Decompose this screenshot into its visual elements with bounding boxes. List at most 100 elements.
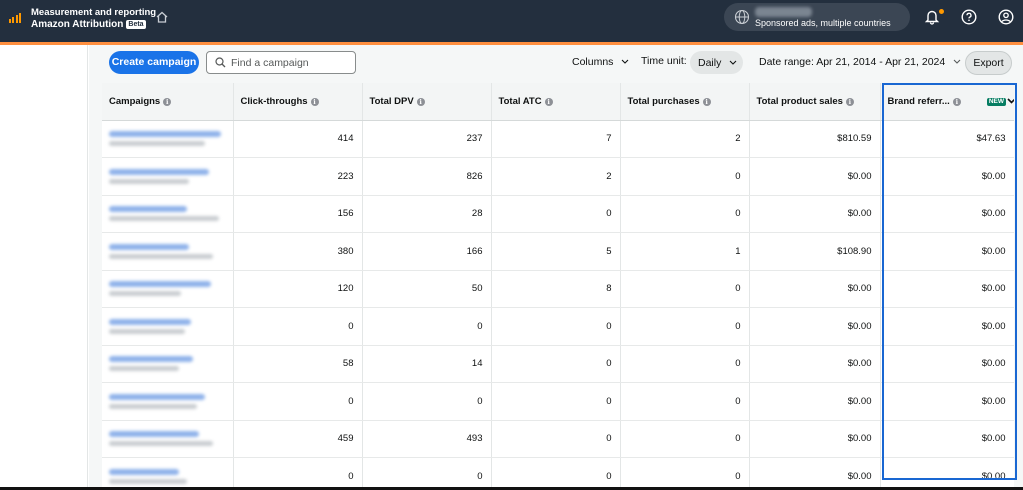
campaign-name-cell[interactable]	[102, 382, 234, 421]
total-atc-cell: 8	[491, 270, 621, 308]
campaign-name-redacted[interactable]	[109, 168, 209, 175]
column-header-total-atc[interactable]: Total ATC i	[491, 83, 621, 121]
info-icon[interactable]: i	[544, 97, 553, 106]
campaign-name-redacted[interactable]	[109, 243, 189, 250]
campaign-name-cell[interactable]	[102, 307, 234, 346]
column-header-total-product-sales[interactable]: Total product sales i	[749, 83, 881, 121]
total-product-sales-cell: $0.00	[749, 420, 881, 458]
total-atc-cell: 0	[491, 195, 621, 233]
column-header-click-throughs[interactable]: Click-throughs i	[233, 83, 363, 121]
total-atc-cell: 0	[491, 307, 621, 346]
campaign-name-redacted[interactable]	[109, 206, 187, 213]
campaign-name-cell[interactable]	[102, 157, 234, 196]
total-product-sales-cell: $0.00	[749, 382, 881, 421]
help-icon[interactable]	[961, 9, 977, 28]
table-row: 0 0 0 0 $0.00 $0.00	[102, 382, 1014, 421]
column-header-total-dpv[interactable]: Total DPV i	[362, 83, 492, 121]
total-dpv-cell: 0	[362, 457, 492, 490]
export-button[interactable]: Export	[965, 51, 1012, 75]
column-header-campaigns[interactable]: Campaigns i	[102, 83, 234, 121]
notification-dot	[939, 9, 944, 14]
info-icon[interactable]: i	[310, 97, 319, 106]
beta-badge: Beta	[126, 20, 146, 29]
campaign-detail-redacted	[109, 366, 179, 372]
info-icon[interactable]: i	[163, 97, 172, 106]
search-icon	[215, 57, 226, 71]
total-atc-cell: 0	[491, 457, 621, 490]
time-unit-label: Time unit:	[641, 55, 687, 67]
campaign-detail-redacted	[109, 253, 213, 259]
bell-icon[interactable]	[924, 8, 940, 28]
table-row: 58 14 0 0 $0.00 $0.00	[102, 345, 1014, 383]
columns-dropdown[interactable]: Columns	[572, 55, 629, 68]
campaign-name-cell[interactable]	[102, 270, 234, 308]
search-input[interactable]	[231, 55, 351, 70]
total-purchases-cell: 0	[620, 157, 750, 196]
create-campaign-button[interactable]: Create campaign	[109, 51, 199, 74]
campaign-name-redacted[interactable]	[109, 281, 211, 288]
total-purchases-cell: 1	[620, 232, 750, 271]
click-throughs-cell: 156	[233, 195, 363, 233]
total-atc-cell: 7	[491, 120, 621, 158]
click-throughs-cell: 58	[233, 345, 363, 383]
total-product-sales-cell: $0.00	[749, 195, 881, 233]
campaign-name-cell[interactable]	[102, 232, 234, 271]
total-product-sales-cell: $810.59	[749, 120, 881, 158]
campaign-name-redacted[interactable]	[109, 468, 179, 475]
total-product-sales-cell: $0.00	[749, 345, 881, 383]
table-row: 0 0 0 0 $0.00 $0.00	[102, 457, 1014, 490]
time-unit-select[interactable]: Daily	[690, 51, 743, 74]
campaign-name-redacted[interactable]	[109, 131, 221, 138]
brand-referral-cell: $0.00	[880, 345, 1014, 383]
date-range-label: Date range: Apr 21, 2014 - Apr 21, 2024	[759, 56, 946, 68]
table-row: 0 0 0 0 $0.00 $0.00	[102, 307, 1014, 346]
campaign-detail-redacted	[109, 178, 189, 184]
campaign-name-redacted[interactable]	[109, 431, 199, 438]
chevron-down-icon	[621, 55, 629, 67]
campaign-name-redacted[interactable]	[109, 356, 193, 363]
user-icon[interactable]	[998, 9, 1014, 28]
new-badge: NEW	[986, 97, 1006, 106]
click-throughs-cell: 223	[233, 157, 363, 196]
campaign-table-container: Campaigns i Click-throughs i Total DPV i To…	[102, 83, 1014, 490]
campaign-name-cell[interactable]	[102, 195, 234, 233]
total-dpv-cell: 50	[362, 270, 492, 308]
click-throughs-cell: 0	[233, 457, 363, 490]
click-throughs-cell: 0	[233, 307, 363, 346]
total-purchases-cell: 0	[620, 420, 750, 458]
column-header-brand-referral[interactable]: Brand referr... i NEW	[880, 83, 1014, 121]
total-dpv-cell: 166	[362, 232, 492, 271]
brand-referral-cell: $0.00	[880, 382, 1014, 421]
campaign-name-redacted[interactable]	[109, 393, 205, 400]
campaign-name-redacted[interactable]	[109, 318, 191, 325]
brand-referral-cell: $0.00	[880, 307, 1014, 346]
info-icon[interactable]: i	[952, 97, 961, 106]
table-row: 414 237 7 2 $810.59 $47.63	[102, 120, 1014, 158]
click-throughs-cell: 0	[233, 382, 363, 421]
brand-referral-cell: $0.00	[880, 195, 1014, 233]
chevron-down-icon	[729, 51, 737, 74]
info-icon[interactable]: i	[416, 97, 425, 106]
home-icon[interactable]	[155, 10, 169, 27]
chevron-down-icon[interactable]	[1007, 96, 1013, 107]
info-icon[interactable]: i	[845, 97, 854, 106]
campaign-detail-redacted	[109, 478, 187, 484]
total-product-sales-cell: $0.00	[749, 157, 881, 196]
campaign-name-cell[interactable]	[102, 420, 234, 458]
account-selector[interactable]: Sponsored ads, multiple countries	[724, 3, 910, 31]
column-header-total-purchases[interactable]: Total purchases i	[620, 83, 750, 121]
brand-referral-cell: $47.63	[880, 120, 1014, 158]
total-atc-cell: 0	[491, 382, 621, 421]
campaign-name-cell[interactable]	[102, 457, 234, 490]
info-icon[interactable]: i	[702, 97, 711, 106]
campaign-name-cell[interactable]	[102, 120, 234, 158]
campaign-search-box[interactable]	[206, 51, 356, 74]
total-dpv-cell: 826	[362, 157, 492, 196]
campaign-name-cell[interactable]	[102, 345, 234, 383]
chevron-down-icon	[953, 55, 961, 67]
total-purchases-cell: 0	[620, 457, 750, 490]
date-range-dropdown[interactable]: Date range: Apr 21, 2014 - Apr 21, 2024	[759, 55, 961, 68]
left-panel	[0, 45, 88, 490]
total-product-sales-cell: $108.90	[749, 232, 881, 271]
click-throughs-cell: 380	[233, 232, 363, 271]
